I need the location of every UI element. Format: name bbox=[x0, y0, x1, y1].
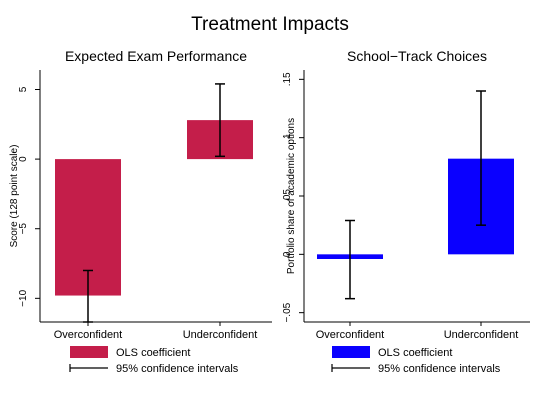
y-tick-label: −5 bbox=[18, 223, 29, 235]
y-tick-label: .15 bbox=[282, 72, 293, 86]
y-tick-label: −10 bbox=[18, 289, 29, 306]
legend-swatch-bar bbox=[70, 346, 108, 358]
panel-title: School−Track Choices bbox=[347, 48, 487, 64]
y-tick-label: .05 bbox=[282, 189, 293, 203]
y-tick-label: .1 bbox=[282, 133, 293, 142]
y-tick-label: 0 bbox=[282, 251, 293, 257]
x-tick-label: Overconfident bbox=[54, 329, 122, 341]
x-tick-label: Underconfident bbox=[183, 329, 258, 341]
figure-title: Treatment Impacts bbox=[191, 14, 349, 35]
legend-label-bar: OLS coefficient bbox=[378, 347, 452, 359]
y-tick-label: −.05 bbox=[282, 302, 293, 322]
x-tick-label: Underconfident bbox=[444, 329, 519, 341]
y-axis-label: Portfolio share of academic options bbox=[286, 118, 297, 274]
y-tick-label: 5 bbox=[18, 86, 29, 92]
panel-title: Expected Exam Performance bbox=[65, 48, 247, 64]
legend-label-ci: 95% confidence intervals bbox=[378, 363, 501, 375]
legend-label-ci: 95% confidence intervals bbox=[116, 363, 239, 375]
legend-label-bar: OLS coefficient bbox=[116, 347, 190, 359]
y-tick-label: 0 bbox=[18, 156, 29, 162]
y-axis-label: Score (128 point scale) bbox=[9, 145, 20, 248]
legend-swatch-bar bbox=[332, 346, 370, 358]
x-tick-label: Overconfident bbox=[316, 329, 384, 341]
